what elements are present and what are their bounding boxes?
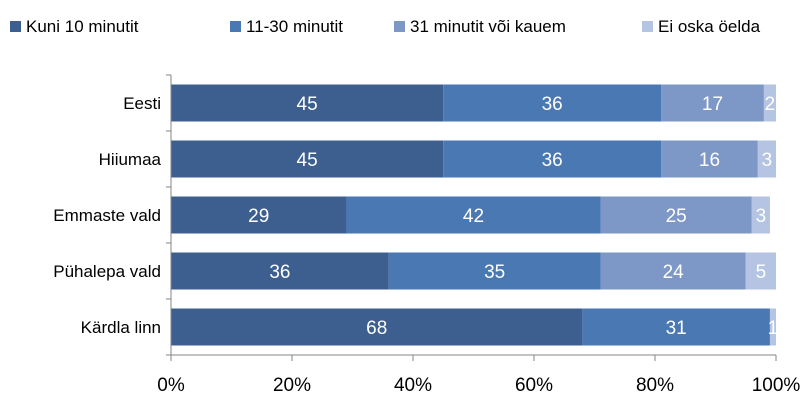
category-label-hiiumaa: Hiiumaa bbox=[99, 150, 162, 169]
data-label-eesti-kuni-10-minutit: 45 bbox=[297, 94, 318, 115]
x-tick-label: 80% bbox=[636, 375, 674, 396]
data-label-hiiumaa-31-minutit-voi-kauem: 16 bbox=[699, 150, 720, 171]
data-label-emmaste-vald-31-minutit-voi-kauem: 25 bbox=[666, 206, 687, 227]
legend-label-ei-oska-oelda: Ei oska öelda bbox=[658, 17, 761, 36]
x-tick-label: 40% bbox=[394, 375, 432, 396]
data-label-emmaste-vald-kuni-10-minutit: 29 bbox=[248, 206, 269, 227]
category-label-emmaste-vald: Emmaste vald bbox=[53, 206, 161, 225]
x-tick-label: 60% bbox=[515, 375, 553, 396]
data-label-eesti-ei-oska-oelda: 2 bbox=[765, 94, 776, 115]
data-label-puhalepa-vald-31-minutit-voi-kauem: 24 bbox=[663, 262, 685, 283]
bar-hiiumaa-11-30-minutit bbox=[443, 140, 662, 178]
bar-hiiumaa-ei-oska-oelda bbox=[757, 140, 776, 178]
data-label-hiiumaa-ei-oska-oelda: 3 bbox=[762, 150, 773, 171]
bar-eesti-11-30-minutit bbox=[443, 84, 662, 122]
legend-swatch-31-minutit-voi-kauem bbox=[394, 21, 405, 32]
data-label-hiiumaa-kuni-10-minutit: 45 bbox=[297, 150, 318, 171]
bar-puhalepa-vald-kuni-10-minutit bbox=[171, 252, 389, 290]
bar-kardla-linn-ei-oska-oelda bbox=[769, 308, 776, 346]
legend-label-11-30-minutit: 11-30 minutit bbox=[246, 17, 343, 36]
bar-eesti-31-minutit-voi-kauem bbox=[661, 84, 764, 122]
data-label-kardla-linn-ei-oska-oelda: 1 bbox=[768, 318, 779, 339]
x-tick-label: 0% bbox=[157, 375, 185, 396]
data-label-puhalepa-vald-11-30-minutit: 35 bbox=[484, 262, 505, 283]
data-label-puhalepa-vald-ei-oska-oelda: 5 bbox=[756, 262, 767, 283]
bar-kardla-linn-11-30-minutit bbox=[582, 308, 770, 346]
data-label-puhalepa-vald-kuni-10-minutit: 36 bbox=[269, 262, 290, 283]
legend-swatch-kuni-10-minutit bbox=[10, 21, 21, 32]
bar-hiiumaa-kuni-10-minutit bbox=[171, 140, 444, 178]
bar-puhalepa-vald-11-30-minutit bbox=[388, 252, 601, 290]
data-label-eesti-11-30-minutit: 36 bbox=[542, 94, 563, 115]
bar-hiiumaa-31-minutit-voi-kauem bbox=[661, 140, 758, 178]
category-label-kardla-linn: Kärdla linn bbox=[81, 318, 161, 337]
category-label-puhalepa-vald: Pühalepa vald bbox=[53, 262, 161, 281]
category-label-eesti: Eesti bbox=[123, 94, 161, 113]
bar-kardla-linn-kuni-10-minutit bbox=[171, 308, 583, 346]
bar-eesti-ei-oska-oelda bbox=[763, 84, 776, 122]
bar-puhalepa-vald-31-minutit-voi-kauem bbox=[600, 252, 746, 290]
data-label-emmaste-vald-ei-oska-oelda: 3 bbox=[756, 206, 767, 227]
legend-swatch-ei-oska-oelda bbox=[642, 21, 653, 32]
x-tick-label: 100% bbox=[752, 375, 801, 396]
bar-eesti-kuni-10-minutit bbox=[171, 84, 444, 122]
data-label-eesti-31-minutit-voi-kauem: 17 bbox=[702, 94, 723, 115]
bar-emmaste-vald-31-minutit-voi-kauem bbox=[600, 196, 752, 234]
legend-label-31-minutit-voi-kauem: 31 minutit või kauem bbox=[410, 17, 566, 36]
data-label-kardla-linn-kuni-10-minutit: 68 bbox=[366, 318, 387, 339]
bar-emmaste-vald-11-30-minutit bbox=[346, 196, 601, 234]
x-tick-label: 20% bbox=[273, 375, 311, 396]
data-label-hiiumaa-11-30-minutit: 36 bbox=[542, 150, 563, 171]
legend-swatch-11-30-minutit bbox=[230, 21, 241, 32]
bar-emmaste-vald-ei-oska-oelda bbox=[751, 196, 770, 234]
legend-label-kuni-10-minutit: Kuni 10 minutit bbox=[26, 17, 139, 36]
bar-emmaste-vald-kuni-10-minutit bbox=[171, 196, 347, 234]
data-label-emmaste-vald-11-30-minutit: 42 bbox=[463, 206, 484, 227]
data-label-kardla-linn-11-30-minutit: 31 bbox=[666, 318, 687, 339]
bar-puhalepa-vald-ei-oska-oelda bbox=[745, 252, 776, 290]
